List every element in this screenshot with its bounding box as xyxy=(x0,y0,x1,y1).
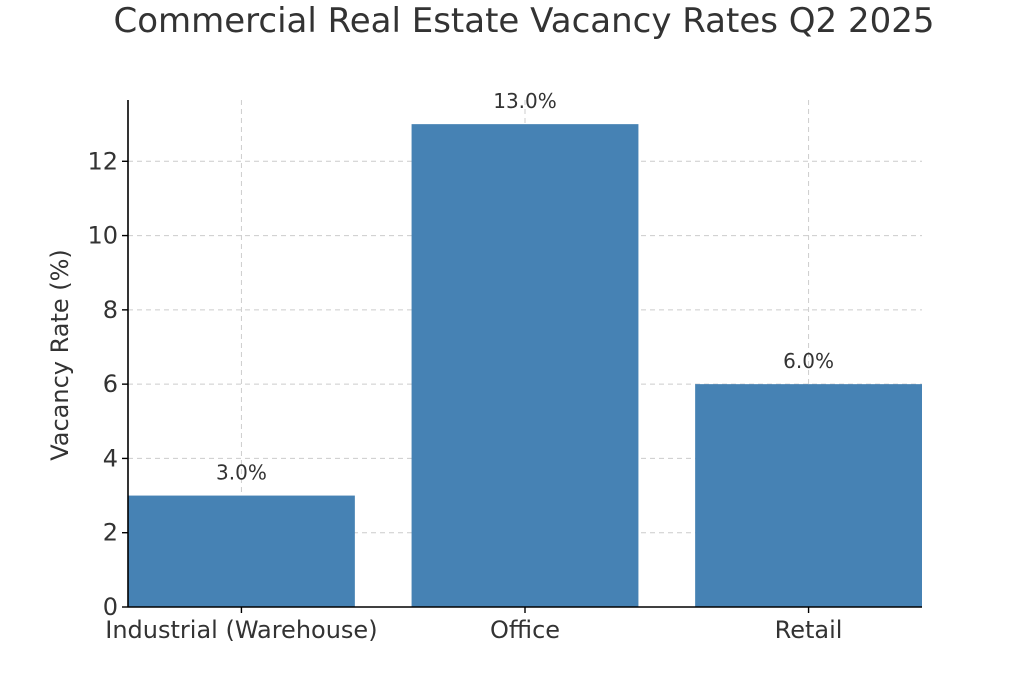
bar-value-label: 6.0% xyxy=(783,349,834,373)
y-tick-label: 2 xyxy=(103,519,118,547)
y-tick-label: 6 xyxy=(103,370,118,398)
x-tick-label: Retail xyxy=(775,616,843,644)
y-tick-label: 10 xyxy=(87,222,118,250)
y-ticks: 0 2 4 6 8 10 12 xyxy=(87,147,128,621)
bar xyxy=(695,384,922,607)
bar xyxy=(128,495,355,607)
bars xyxy=(128,124,922,608)
bar-value-label: 3.0% xyxy=(216,461,267,485)
chart-title: Commercial Real Estate Vacancy Rates Q2 … xyxy=(113,1,934,41)
y-tick-label: 8 xyxy=(103,296,118,324)
x-ticks: Industrial (Warehouse) Office Retail xyxy=(105,607,842,644)
bar-value-label: 13.0% xyxy=(493,89,557,113)
y-tick-label: 12 xyxy=(87,147,118,175)
y-tick-label: 0 xyxy=(103,593,118,621)
y-tick-label: 4 xyxy=(103,444,118,472)
x-tick-label: Industrial (Warehouse) xyxy=(105,616,377,644)
bar xyxy=(411,124,639,608)
x-tick-label: Office xyxy=(490,616,560,644)
data-labels: 3.0% 13.0% 6.0% xyxy=(216,89,834,484)
y-axis-label: Vacancy Rate (%) xyxy=(46,249,74,461)
